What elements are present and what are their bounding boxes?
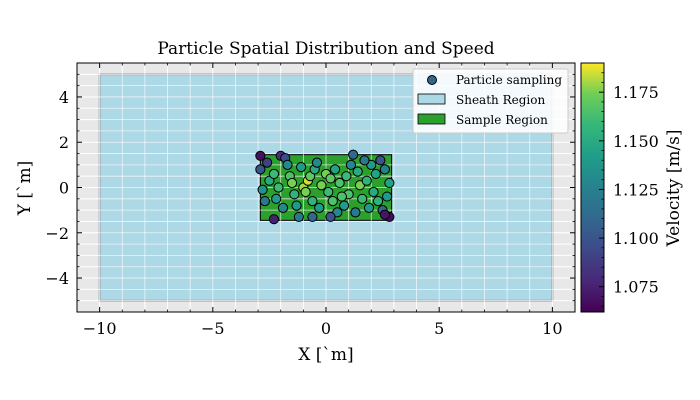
axis-ticks: −10 −5 0 5 10 −4 −2 0 2 4	[45, 62, 576, 338]
colorbar-ticks: 1.075 1.100 1.125 1.150 1.175	[599, 62, 659, 307]
data-point	[289, 189, 300, 200]
data-point	[314, 202, 325, 213]
colorbar-tick-label: 1.075	[613, 278, 659, 297]
data-point	[307, 211, 318, 223]
scatter-points	[255, 149, 395, 225]
y-tick-label: −2	[45, 224, 69, 243]
data-point	[352, 166, 363, 177]
data-point	[282, 159, 293, 170]
data-point	[259, 195, 270, 207]
data-point	[257, 184, 268, 195]
data-point	[277, 202, 289, 213]
data-point	[345, 159, 356, 170]
chart-title: Particle Spatial Distribution and Speed	[157, 39, 494, 59]
data-point	[379, 209, 390, 220]
data-point	[268, 168, 280, 180]
data-point	[293, 211, 304, 223]
data-point	[268, 214, 280, 225]
data-point	[359, 155, 370, 166]
data-point	[370, 168, 381, 180]
data-point	[316, 180, 327, 191]
colorbar-tick-label: 1.150	[613, 132, 659, 151]
legend-label-sheath: Sheath Region	[456, 93, 545, 107]
legend: Particle sampling Sheath Region Sample R…	[412, 68, 569, 134]
data-point	[329, 164, 341, 175]
data-point	[325, 173, 336, 184]
data-point	[372, 195, 384, 207]
data-point	[361, 175, 372, 186]
data-point	[311, 157, 323, 168]
data-point	[334, 177, 345, 189]
y-tick-label: −4	[45, 269, 69, 288]
data-point	[363, 202, 375, 213]
data-point	[339, 200, 350, 211]
y-tick-label: 4	[59, 88, 69, 107]
data-point	[255, 150, 266, 161]
data-point	[255, 164, 266, 175]
data-point	[379, 164, 390, 175]
data-point	[384, 177, 395, 189]
data-point	[307, 195, 318, 207]
data-point	[291, 200, 302, 211]
x-axis-label: X [`m]	[298, 345, 353, 365]
x-tick-label: −5	[201, 319, 225, 338]
data-point	[325, 211, 336, 223]
x-tick-label: 10	[542, 319, 562, 338]
data-point	[273, 182, 284, 193]
legend-marker-particles	[427, 75, 437, 85]
colorbar-tick-label: 1.175	[613, 83, 659, 102]
data-point	[296, 162, 307, 173]
legend-label-particles: Particle sampling	[456, 73, 562, 87]
data-point	[323, 186, 334, 198]
legend-swatch-sample	[417, 113, 446, 125]
x-tick-label: 5	[434, 319, 444, 338]
colorbar-tick-label: 1.125	[613, 180, 659, 199]
data-point	[271, 193, 282, 204]
colorbar-tick-label: 1.100	[613, 229, 659, 248]
data-point	[327, 195, 338, 207]
data-point	[262, 157, 273, 168]
data-point	[348, 149, 359, 160]
data-point	[336, 191, 347, 202]
y-axis-label: Y [`m]	[15, 161, 35, 217]
legend-label-sample: Sample Region	[456, 113, 548, 127]
data-point	[350, 207, 361, 218]
data-point	[341, 171, 352, 182]
data-point	[286, 177, 298, 189]
y-tick-label: 0	[59, 179, 69, 198]
colorbar-label: Velocity [m/s]	[664, 129, 684, 247]
legend-box	[412, 68, 569, 134]
y-tick-label: 2	[59, 133, 69, 152]
colorbar: 1.075 1.100 1.125 1.150 1.175 Velocity [m/s]	[580, 62, 684, 313]
x-tick-label: 0	[321, 319, 331, 338]
data-point	[368, 186, 379, 198]
grid-overlay	[77, 63, 575, 312]
data-point	[382, 191, 393, 202]
legend-swatch-sheath	[417, 93, 446, 105]
data-point	[357, 193, 368, 204]
data-point	[300, 186, 311, 198]
data-point	[375, 155, 386, 166]
x-tick-label: −10	[83, 319, 117, 338]
colorbar-gradient	[580, 62, 605, 313]
